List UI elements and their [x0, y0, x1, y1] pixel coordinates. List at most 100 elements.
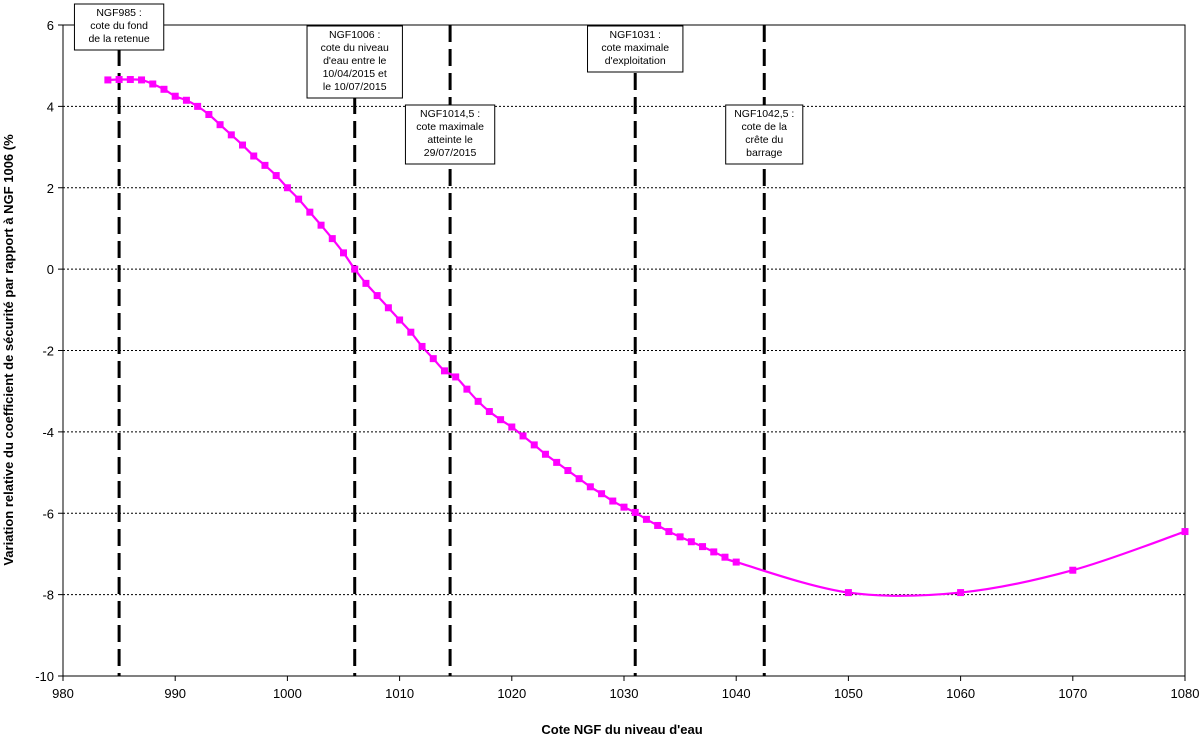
data-point [553, 458, 561, 466]
gridlines [63, 105, 1185, 596]
x-tick-label: 1070 [1058, 686, 1087, 701]
annotation-box [725, 104, 804, 165]
data-point [598, 490, 606, 498]
data-point [205, 111, 213, 119]
annotation-text: de la retenue [88, 33, 149, 45]
data-point [654, 521, 662, 529]
annotation-text: atteinte le [427, 134, 473, 146]
y-tick-label: 2 [47, 181, 54, 196]
data-point [452, 373, 460, 381]
y-axis-title: Variation relative du coefficient de séc… [1, 134, 16, 566]
data-point [463, 385, 471, 393]
data-point [699, 543, 707, 551]
annotation-text: NGF985 : [96, 7, 142, 19]
data-point [957, 589, 965, 597]
data-point [328, 235, 336, 243]
data-point [317, 221, 325, 229]
data-point [340, 249, 347, 257]
data-point [485, 408, 493, 416]
annotation-text: cote du niveau [321, 42, 389, 54]
data-point [171, 92, 179, 100]
data-point [586, 483, 594, 491]
x-axis: 980 990 1000 1010 1020 1030 1040 1050 1060 1070 10… [52, 676, 1199, 701]
data-point [418, 342, 426, 350]
data-point [620, 503, 628, 511]
data-point [295, 195, 303, 203]
annotation-text: NGF1006 : [329, 29, 380, 41]
x-axis-title: Cote NGF du niveau d'eau [541, 722, 702, 736]
data-point [631, 508, 639, 516]
data-point [182, 96, 190, 104]
data-point [227, 131, 235, 139]
x-tick-label: 1050 [834, 686, 863, 701]
series-markers [104, 76, 1189, 597]
x-tick-label: 990 [164, 686, 186, 701]
data-point [250, 152, 258, 160]
data-point [216, 121, 224, 129]
x-tick-label: 1060 [946, 686, 975, 701]
data-point [104, 76, 112, 84]
annotation-box [587, 25, 684, 73]
data-point [149, 80, 157, 88]
data-point [306, 208, 314, 216]
annotation-text: crête du [745, 134, 783, 146]
annotation-box [404, 104, 496, 165]
data-point [440, 367, 448, 375]
annotation-text: 29/07/2015 [424, 147, 477, 159]
data-point [384, 304, 392, 312]
data-point [373, 292, 381, 300]
y-tick-label: -2 [42, 344, 54, 359]
x-tick-label: 980 [52, 686, 74, 701]
annotation-text: 10/04/2015 et [323, 68, 387, 80]
data-point [508, 423, 516, 431]
data-point [126, 76, 134, 84]
data-point [687, 538, 695, 546]
data-point [351, 265, 359, 273]
y-tick-label: 0 [47, 262, 54, 277]
x-tick-label: 1040 [722, 686, 751, 701]
data-point [497, 416, 505, 424]
data-point [665, 528, 673, 536]
data-point [396, 316, 404, 324]
data-point [721, 553, 729, 561]
data-point [676, 533, 684, 541]
data-point [1069, 566, 1077, 574]
data-point [1181, 528, 1189, 536]
annotation-box [73, 3, 165, 51]
data-point [710, 548, 718, 556]
y-tick-label: -4 [42, 425, 54, 440]
data-point [407, 328, 415, 336]
y-tick-label: 6 [47, 18, 54, 33]
data-point [239, 141, 247, 149]
data-point [429, 355, 437, 363]
data-point [519, 432, 527, 440]
annotation-text: le 10/07/2015 [323, 81, 387, 93]
data-point [194, 102, 202, 110]
y-tick-label: -8 [42, 588, 54, 603]
annotation-text: d'eau entre le [323, 55, 386, 67]
annotation-text: NGF1042,5 : [734, 108, 794, 120]
data-point [642, 515, 650, 523]
data-point [362, 279, 370, 287]
annotation-text: NGF1014,5 : [420, 108, 480, 120]
y-axis: -10 -8 -6 -4 -2 0 2 4 6 [35, 18, 63, 684]
data-point [474, 397, 482, 405]
annotation-box [306, 25, 403, 99]
x-tick-label: 1080 [1171, 686, 1200, 701]
data-point [272, 172, 280, 180]
y-tick-label: -6 [42, 506, 54, 521]
x-tick-label: 1020 [497, 686, 526, 701]
data-point [609, 497, 617, 505]
data-point [530, 441, 538, 449]
data-point [138, 76, 146, 84]
annotation-text: barrage [746, 147, 782, 159]
data-point [160, 85, 168, 93]
data-point [261, 161, 269, 169]
annotation-text: NGF1031 : [610, 29, 661, 41]
